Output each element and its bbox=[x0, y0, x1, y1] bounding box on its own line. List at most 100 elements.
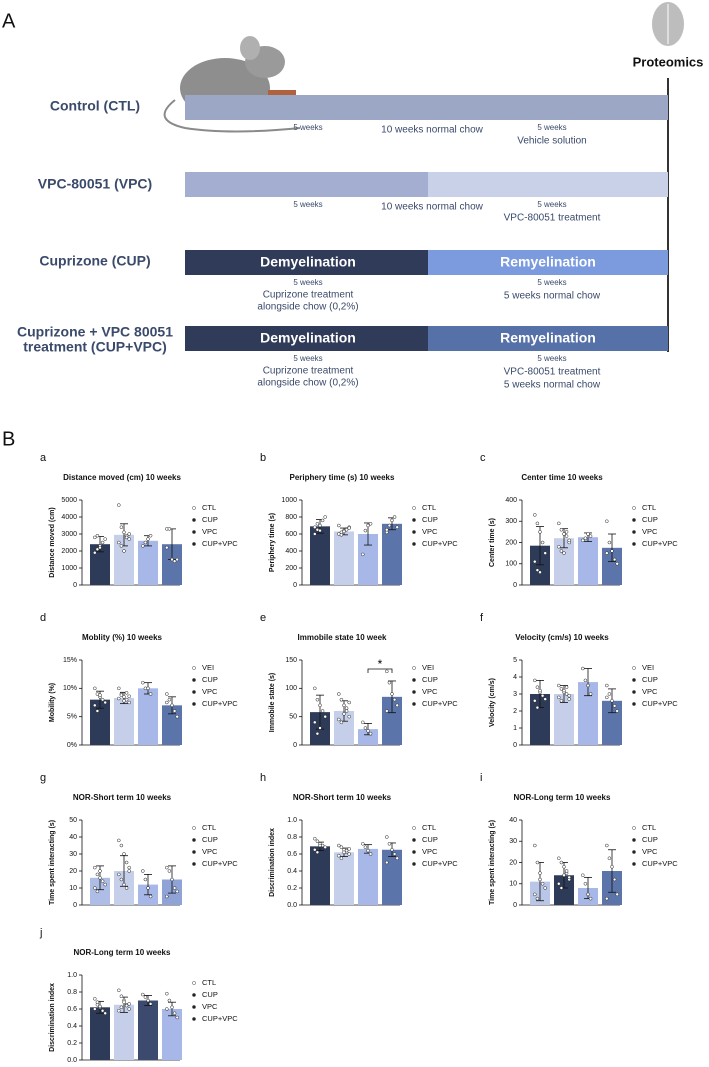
chart-label: i bbox=[480, 772, 482, 784]
legend-marker bbox=[192, 678, 196, 682]
data-point bbox=[583, 882, 588, 886]
data-point bbox=[342, 850, 346, 855]
legend-marker bbox=[192, 826, 196, 830]
data-point bbox=[607, 856, 612, 860]
data-point bbox=[339, 856, 344, 860]
data-point bbox=[535, 860, 540, 865]
bar bbox=[530, 694, 550, 745]
data-point bbox=[586, 683, 590, 688]
data-point bbox=[605, 683, 609, 688]
data-point bbox=[122, 1000, 126, 1004]
data-point bbox=[95, 533, 100, 538]
data-point bbox=[141, 544, 145, 548]
data-point bbox=[93, 865, 97, 870]
chart-label: c bbox=[480, 452, 486, 464]
y-tick-label: 0.4 bbox=[287, 868, 297, 875]
data-point bbox=[344, 528, 349, 532]
data-point bbox=[605, 551, 609, 555]
data-point bbox=[347, 847, 351, 851]
data-point bbox=[540, 693, 545, 698]
y-tick-label: 0 bbox=[73, 902, 77, 909]
data-point bbox=[385, 709, 389, 713]
y-tick-label: 1.0 bbox=[67, 972, 77, 979]
data-point bbox=[535, 896, 540, 901]
data-point bbox=[583, 536, 588, 540]
data-point bbox=[170, 557, 174, 562]
data-point bbox=[117, 1008, 121, 1013]
timeline-bar bbox=[185, 326, 428, 351]
legend-marker bbox=[192, 518, 196, 522]
data-point bbox=[562, 551, 566, 555]
legend-marker bbox=[192, 702, 196, 706]
data-point bbox=[559, 528, 564, 532]
data-point bbox=[98, 545, 102, 550]
data-point bbox=[535, 568, 540, 572]
brain-icon bbox=[652, 2, 684, 46]
data-point bbox=[320, 518, 325, 523]
chart-title: Moblity (%) 10 weeks bbox=[82, 633, 163, 642]
y-tick-label: 2000 bbox=[61, 548, 77, 555]
legend-label: CUP+VPC bbox=[202, 539, 238, 548]
y-tick-label: 50 bbox=[289, 714, 297, 721]
y-tick-label: 0.6 bbox=[67, 1006, 77, 1013]
data-point bbox=[165, 692, 169, 696]
y-tick-label: 0% bbox=[67, 742, 77, 749]
data-point bbox=[361, 552, 365, 557]
data-point bbox=[557, 545, 561, 549]
data-point bbox=[588, 896, 593, 901]
data-point bbox=[586, 532, 590, 536]
data-point bbox=[337, 843, 341, 848]
data-point bbox=[119, 525, 124, 529]
data-point bbox=[100, 697, 105, 702]
y-tick-label: 0.2 bbox=[287, 885, 297, 892]
timeline-note: Cuprizone treatment bbox=[263, 290, 354, 301]
data-point bbox=[141, 680, 145, 685]
legend-marker bbox=[632, 690, 636, 694]
phase-label: Remyelination bbox=[500, 254, 596, 270]
data-point bbox=[538, 530, 542, 534]
group-name: VPC-80051 (VPC) bbox=[38, 176, 152, 192]
data-point bbox=[119, 994, 124, 998]
y-tick-label: 100 bbox=[285, 685, 297, 692]
data-point bbox=[103, 882, 107, 887]
data-point bbox=[366, 848, 370, 853]
y-tick-label: 15% bbox=[63, 657, 77, 664]
data-point bbox=[175, 889, 179, 894]
bar bbox=[334, 531, 354, 585]
data-point bbox=[339, 720, 344, 725]
y-tick-label: 1000 bbox=[61, 565, 77, 572]
data-point bbox=[103, 1011, 107, 1015]
legend-marker bbox=[412, 666, 416, 670]
data-point bbox=[172, 709, 177, 713]
bar bbox=[138, 540, 158, 585]
data-point bbox=[148, 1002, 153, 1006]
data-point bbox=[323, 515, 327, 519]
data-point bbox=[337, 717, 341, 722]
data-point bbox=[146, 686, 150, 691]
data-point bbox=[93, 886, 97, 890]
data-point bbox=[117, 696, 121, 701]
legend-label: CTL bbox=[202, 503, 216, 512]
data-point bbox=[127, 700, 131, 705]
data-point bbox=[339, 697, 344, 702]
y-axis-label: Distance moved (cm) bbox=[49, 507, 56, 577]
chart-label: b bbox=[260, 452, 266, 464]
legend-label: CTL bbox=[422, 503, 436, 512]
legend-marker bbox=[412, 862, 416, 866]
data-point bbox=[146, 998, 150, 1003]
legend-label: VEI bbox=[202, 663, 214, 672]
group-name: Control (CTL) bbox=[50, 98, 140, 114]
data-point bbox=[339, 533, 344, 537]
y-axis-label: Center time (s) bbox=[489, 518, 496, 567]
data-point bbox=[559, 549, 564, 553]
y-tick-label: 5 bbox=[513, 657, 517, 664]
y-tick-label: 1000 bbox=[281, 497, 297, 504]
data-point bbox=[124, 691, 129, 695]
data-point bbox=[538, 570, 542, 574]
data-point bbox=[165, 545, 169, 550]
chart-title: NOR-Long term 10 weeks bbox=[514, 793, 611, 802]
data-point bbox=[313, 836, 317, 841]
data-point bbox=[93, 535, 97, 540]
data-point bbox=[557, 695, 561, 700]
legend-label: CTL bbox=[202, 823, 216, 832]
